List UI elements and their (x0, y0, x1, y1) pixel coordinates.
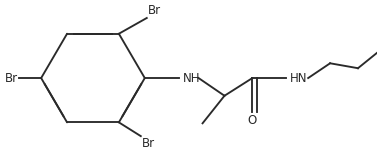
Text: Br: Br (5, 72, 18, 84)
Text: NH: NH (183, 72, 200, 84)
Text: HN: HN (290, 72, 308, 84)
Text: Br: Br (142, 137, 155, 150)
Text: O: O (248, 114, 257, 127)
Text: Br: Br (148, 4, 161, 17)
